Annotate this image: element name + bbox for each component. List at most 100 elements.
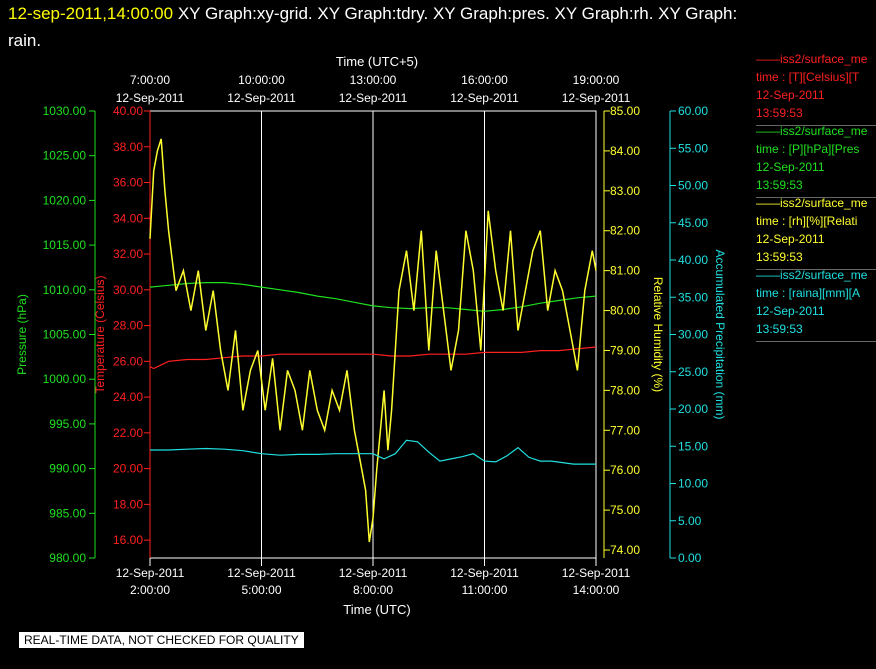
temperature-axis-label: Temperature (Celsius) [93,275,107,393]
humidity-series-line [149,138,597,543]
precip-tick-label: 15.00 [678,439,708,453]
legend-date: 12-Sep-2011 [756,160,825,174]
temperature-tick-label: 24.00 [113,390,143,404]
precip-tick-label: 0.00 [678,551,702,565]
pressure-tick-label: 1010.00 [43,283,87,297]
humidity-tick-label: 81.00 [610,264,640,278]
temperature-tick-label: 28.00 [113,319,143,333]
legend-divider [756,125,876,126]
humidity-tick-label: 79.00 [610,343,640,357]
legend-time: 13:59:53 [756,322,803,336]
x-tick-label-date: 12-Sep-2011 [227,566,296,580]
legend-line1: ——iss2/surface_me [756,268,868,282]
title-graph-list: XY Graph:xy-grid. XY Graph:tdry. XY Grap… [177,4,738,23]
precip-tick-label: 50.00 [678,179,708,193]
x-top-axis-label: Time (UTC+5) [336,54,418,69]
pressure-tick-label: 1005.00 [43,328,87,342]
xy-graph: 12-Sep-2011 2:00:00 12-Sep-2011 5:00:00 12-S… [15,54,727,617]
precip-tick-label: 35.00 [678,290,708,304]
pressure-tick-label: 1000.00 [43,372,87,386]
pressure-tick-label: 980.00 [49,551,86,565]
precip-series-line [150,439,596,465]
x-axis-label: Time (UTC) [343,602,410,617]
humidity-tick-label: 74.00 [610,543,640,557]
temperature-tick-label: 16.00 [113,533,143,547]
legend-time: 13:59:53 [756,106,803,120]
pressure-tick-label: 990.00 [49,462,86,476]
x-tick-label-date: 12-Sep-2011 [562,566,631,580]
legend-entry: ——iss2/surface_me time : [T][Celsius][T 12… [756,50,876,126]
pressure-tick-label: 1030.00 [43,104,87,118]
legend-line2: time : [T][Celsius][T [756,70,860,84]
x-tick-label-time: 2:00:00 [130,583,170,597]
x-top-tick-label-time: 19:00:00 [573,73,620,87]
x-tick-label-time: 11:00:00 [462,583,508,597]
humidity-tick-label: 82.00 [610,224,640,238]
precip-tick-label: 20.00 [678,402,708,416]
legend-date: 12-Sep-2011 [756,304,825,318]
chart-title-continued: rain. [8,31,42,50]
x-top-tick-label-time: 10:00:00 [238,73,285,87]
pressure-tick-label: 995.00 [49,417,86,431]
precip-tick-label: 40.00 [678,253,708,267]
x-top-tick-label-date: 12-Sep-2011 [562,91,631,105]
x-tick-label-date: 12-Sep-2011 [116,566,185,580]
temperature-tick-label: 32.00 [113,247,143,261]
x-top-tick-label-time: 13:00:00 [350,73,397,87]
humidity-tick-label: 76.00 [610,463,640,477]
legend-time: 13:59:53 [756,178,803,192]
legend-line2: time : [rh][%][Relati [756,214,858,228]
precip-tick-label: 25.00 [678,365,708,379]
x-top-tick-label-date: 12-Sep-2011 [227,91,296,105]
precip-tick-label: 60.00 [678,104,708,118]
legend-divider [756,197,876,198]
x-top-tick-label-date: 12-Sep-2011 [339,91,408,105]
x-tick-label-time: 5:00:00 [241,583,281,597]
x-top-tick-label-time: 7:00:00 [130,73,170,87]
chart-title: 12-sep-2011,14:00:00 XY Graph:xy-grid. X… [8,4,737,24]
humidity-tick-label: 85.00 [610,104,640,118]
precip-tick-label: 10.00 [678,477,708,491]
x-top-tick-label-date: 12-Sep-2011 [116,91,185,105]
precip-tick-label: 5.00 [678,514,702,528]
legend-line2: time : [P][hPa][Pres [756,142,860,156]
x-tick-label-time: 14:00:00 [573,583,620,597]
legend-line1: ——iss2/surface_me [756,196,868,210]
legend-date: 12-Sep-2011 [756,232,825,246]
humidity-tick-label: 75.00 [610,503,640,517]
temperature-tick-label: 36.00 [113,176,143,190]
x-top-tick-label-time: 16:00:00 [461,73,508,87]
humidity-tick-label: 84.00 [610,144,640,158]
pressure-tick-label: 1025.00 [43,149,87,163]
temperature-tick-label: 20.00 [113,462,143,476]
humidity-tick-label: 77.00 [610,423,640,437]
temperature-tick-label: 30.00 [113,283,143,297]
temperature-tick-label: 26.00 [113,354,143,368]
precip-tick-label: 30.00 [678,328,708,342]
x-top-tick-label-date: 12-Sep-2011 [450,91,519,105]
temperature-tick-label: 38.00 [113,140,143,154]
humidity-tick-label: 78.00 [610,383,640,397]
x-tick-label-time: 8:00:00 [353,583,393,597]
temperature-tick-label: 34.00 [113,211,143,225]
legend-line2: time : [raina][mm][A [756,286,861,300]
humidity-tick-label: 83.00 [610,184,640,198]
humidity-axis-label: Relative Humidity (%) [651,277,665,392]
temperature-series-line [149,346,597,370]
quality-note: REAL-TIME DATA, NOT CHECKED FOR QUALITY [19,632,304,648]
legend-divider [756,269,876,270]
pressure-tick-label: 985.00 [49,506,86,520]
title-timestamp: 12-sep-2011,14:00:00 [8,4,174,23]
legend-divider [756,341,876,342]
humidity-tick-label: 80.00 [610,304,640,318]
legend-line1: ——iss2/surface_me [756,124,868,138]
precip-tick-label: 45.00 [678,216,708,230]
precip-axis-label: Accumulated Precipitation (mm) [713,249,727,419]
legend-time: 13:59:53 [756,250,803,264]
x-tick-label-date: 12-Sep-2011 [450,566,519,580]
pressure-axis-label: Pressure (hPa) [15,294,29,375]
pressure-tick-label: 1015.00 [43,238,87,252]
